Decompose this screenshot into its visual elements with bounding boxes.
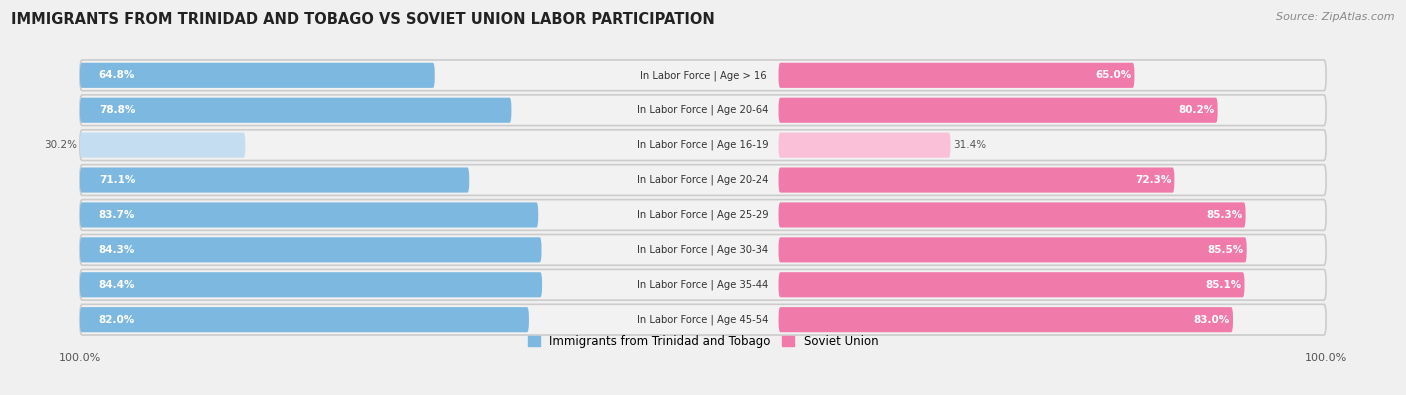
- Text: 85.3%: 85.3%: [1206, 210, 1243, 220]
- Text: In Labor Force | Age 20-24: In Labor Force | Age 20-24: [637, 175, 769, 185]
- FancyBboxPatch shape: [779, 307, 1233, 332]
- Text: IMMIGRANTS FROM TRINIDAD AND TOBAGO VS SOVIET UNION LABOR PARTICIPATION: IMMIGRANTS FROM TRINIDAD AND TOBAGO VS S…: [11, 12, 716, 27]
- Text: 85.1%: 85.1%: [1205, 280, 1241, 290]
- Text: 83.7%: 83.7%: [98, 210, 135, 220]
- FancyBboxPatch shape: [80, 272, 543, 297]
- Text: 83.0%: 83.0%: [1194, 315, 1230, 325]
- Text: 71.1%: 71.1%: [98, 175, 135, 185]
- FancyBboxPatch shape: [80, 235, 1326, 265]
- FancyBboxPatch shape: [80, 133, 245, 158]
- Legend: Immigrants from Trinidad and Tobago, Soviet Union: Immigrants from Trinidad and Tobago, Sov…: [527, 335, 879, 348]
- Text: In Labor Force | Age 35-44: In Labor Force | Age 35-44: [637, 280, 769, 290]
- FancyBboxPatch shape: [779, 237, 1247, 262]
- Text: In Labor Force | Age 45-54: In Labor Force | Age 45-54: [637, 314, 769, 325]
- Text: 30.2%: 30.2%: [44, 140, 77, 150]
- Text: 78.8%: 78.8%: [98, 105, 135, 115]
- FancyBboxPatch shape: [80, 95, 1326, 126]
- Text: In Labor Force | Age > 16: In Labor Force | Age > 16: [640, 70, 766, 81]
- Text: 82.0%: 82.0%: [98, 315, 135, 325]
- FancyBboxPatch shape: [80, 199, 1326, 230]
- Text: 85.5%: 85.5%: [1208, 245, 1243, 255]
- Text: 84.3%: 84.3%: [98, 245, 135, 255]
- FancyBboxPatch shape: [80, 304, 1326, 335]
- FancyBboxPatch shape: [80, 167, 470, 193]
- FancyBboxPatch shape: [80, 130, 1326, 160]
- FancyBboxPatch shape: [80, 60, 1326, 91]
- FancyBboxPatch shape: [80, 63, 434, 88]
- Text: Source: ZipAtlas.com: Source: ZipAtlas.com: [1277, 12, 1395, 22]
- FancyBboxPatch shape: [80, 269, 1326, 300]
- Text: In Labor Force | Age 20-64: In Labor Force | Age 20-64: [637, 105, 769, 115]
- Text: 64.8%: 64.8%: [98, 70, 135, 80]
- Text: In Labor Force | Age 25-29: In Labor Force | Age 25-29: [637, 210, 769, 220]
- Text: In Labor Force | Age 16-19: In Labor Force | Age 16-19: [637, 140, 769, 150]
- Text: 72.3%: 72.3%: [1135, 175, 1171, 185]
- FancyBboxPatch shape: [80, 98, 512, 123]
- FancyBboxPatch shape: [779, 133, 950, 158]
- Text: 31.4%: 31.4%: [953, 140, 987, 150]
- Text: 84.4%: 84.4%: [98, 280, 135, 290]
- FancyBboxPatch shape: [80, 202, 538, 228]
- FancyBboxPatch shape: [779, 272, 1244, 297]
- FancyBboxPatch shape: [779, 98, 1218, 123]
- FancyBboxPatch shape: [779, 202, 1246, 228]
- Text: In Labor Force | Age 30-34: In Labor Force | Age 30-34: [637, 245, 769, 255]
- Text: 80.2%: 80.2%: [1178, 105, 1215, 115]
- FancyBboxPatch shape: [80, 165, 1326, 196]
- FancyBboxPatch shape: [80, 237, 541, 262]
- FancyBboxPatch shape: [80, 307, 529, 332]
- FancyBboxPatch shape: [779, 63, 1135, 88]
- Text: 65.0%: 65.0%: [1095, 70, 1132, 80]
- FancyBboxPatch shape: [779, 167, 1174, 193]
